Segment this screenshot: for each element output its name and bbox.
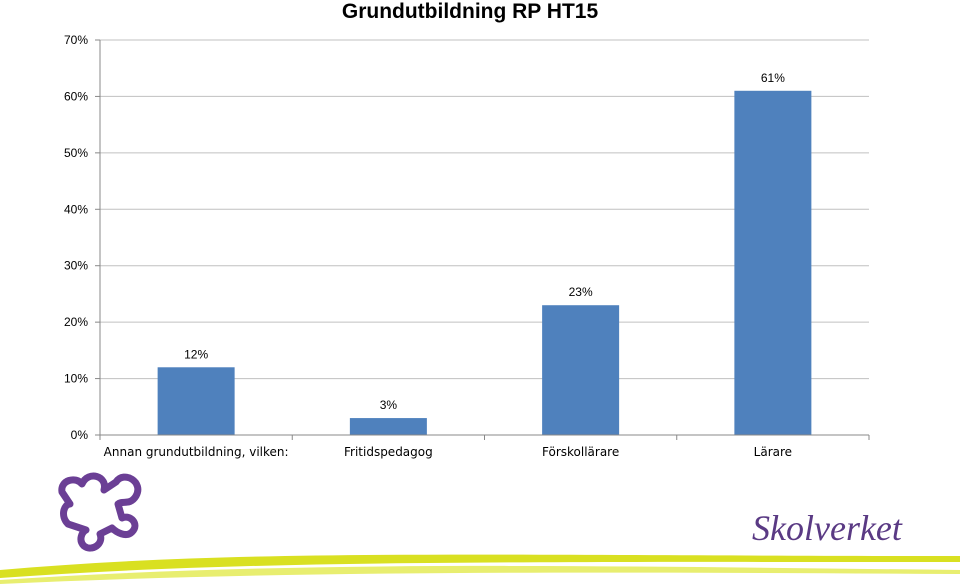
y-tick-label: 20% [64,315,88,329]
bar [157,367,235,435]
skolverket-logo: Skolverket [752,508,903,548]
data-label: 3% [380,398,398,412]
data-label: 23% [569,285,593,299]
y-tick-label: 70% [64,33,88,47]
chart-title: Grundutbildning RP HT15 [342,0,599,23]
bar [542,305,620,435]
data-labels: 12% 3% 23% 61% [184,71,785,412]
footer-swoosh [0,554,960,584]
y-tick-label: 10% [64,372,88,386]
x-tick-label: Annan grundutbildning, vilken: [104,445,289,459]
bars [157,90,812,436]
x-axis: Annan grundutbildning, vilken: Fritidsped… [99,434,870,459]
gridlines [100,39,869,380]
x-tick-label: Förskollärare [542,445,619,459]
x-tick-label: Lärare [754,445,792,459]
y-tick-label: 60% [64,89,88,103]
y-tick-label: 30% [64,259,88,273]
bar [349,418,427,435]
data-label: 12% [184,347,208,361]
data-label: 61% [761,71,785,85]
y-tick-label: 0% [71,428,89,442]
y-axis: 0% 10% 20% 30% 40% 50% 60% 70% [64,33,101,442]
puzzle-piece-icon [58,472,142,552]
y-tick-label: 40% [64,202,88,216]
bar [734,90,812,436]
y-tick-label: 50% [64,146,88,160]
x-tick-label: Fritidspedagog [344,445,433,459]
